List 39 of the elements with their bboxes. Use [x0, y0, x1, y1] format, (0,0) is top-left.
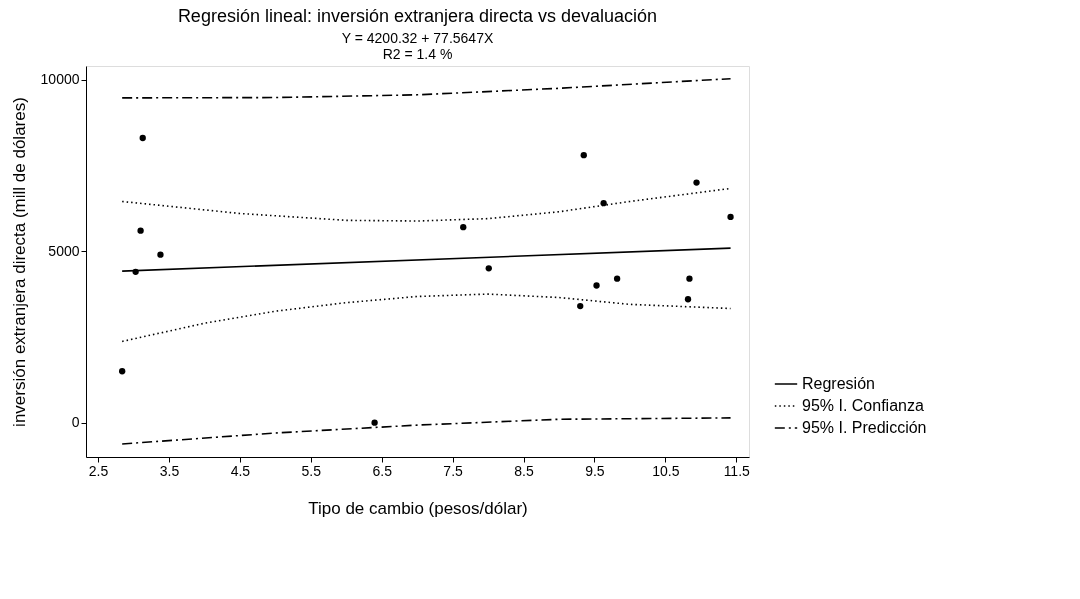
point: [593, 282, 600, 289]
point: [157, 251, 164, 258]
point: [693, 179, 700, 186]
point: [460, 224, 467, 231]
point: [727, 213, 734, 221]
x-tick-label: 6.5: [372, 462, 393, 479]
chart-subtitle: Y = 4200.32 + 77.5647X R2 = 1.4 %: [341, 30, 494, 62]
x-tick-label: 3.5: [159, 462, 180, 479]
x-tick-label: 8.5: [514, 462, 534, 479]
line-series: [121, 293, 732, 343]
legend-label: 95% I. Confianza: [802, 397, 924, 414]
point: [137, 227, 144, 234]
line-series: [121, 417, 732, 445]
point: [600, 200, 607, 207]
point: [613, 275, 621, 282]
point: [371, 419, 378, 426]
x-tick-label: 2.5: [88, 462, 109, 479]
x-tick-label: 5.5: [301, 462, 322, 479]
x-axis-title: Tipo de cambio (pesos/dólar): [308, 498, 528, 518]
y-axis-title: inversión extranjera directa (mill de dólares): [9, 97, 29, 427]
point: [580, 152, 587, 159]
point: [119, 368, 126, 375]
x-tick-label: 10.5: [652, 462, 680, 479]
y-tick-label: 5000: [48, 242, 80, 259]
x-tick-label: 4.5: [230, 462, 251, 479]
line-series: [121, 77, 732, 99]
y-tick-label: 10000: [40, 71, 80, 88]
x-tick-label: 9.5: [585, 462, 605, 479]
legend-label: Regresión: [802, 375, 875, 392]
point: [684, 296, 692, 303]
legend-label: 95% I. Predicción: [802, 419, 927, 436]
x-tick-label: 7.5: [443, 462, 464, 479]
y-tick-label: 0: [71, 414, 80, 431]
x-tick-label: 11.5: [723, 462, 751, 479]
point: [139, 134, 146, 142]
point: [577, 302, 584, 310]
point: [485, 265, 492, 272]
chart-title: Regresión lineal: inversión extranjera directa vs devaluación: [177, 6, 658, 26]
point: [686, 275, 693, 282]
